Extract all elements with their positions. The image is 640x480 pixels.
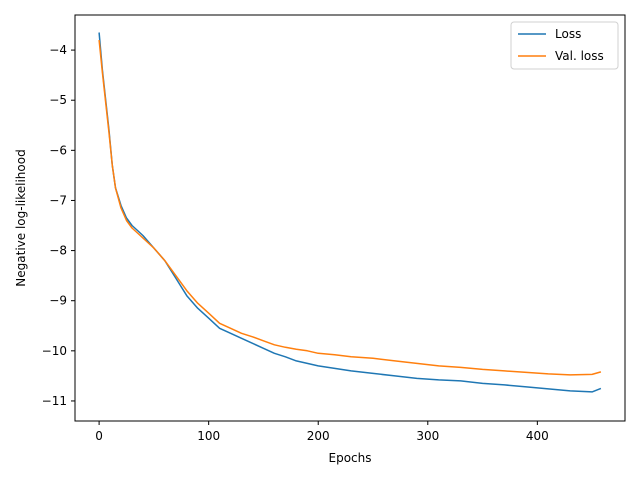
y-tick-label: −9 bbox=[49, 294, 67, 308]
x-tick-label: 400 bbox=[526, 429, 549, 443]
plot-lines bbox=[98, 32, 602, 393]
y-tick-label: −8 bbox=[49, 244, 67, 258]
y-tick-label: −5 bbox=[49, 93, 67, 107]
y-axis: −4 −5 −6 −7 −8 −9 −10 −11 bbox=[42, 43, 75, 408]
legend-label-val-loss: Val. loss bbox=[555, 49, 604, 63]
series-line-loss bbox=[98, 32, 602, 393]
y-tick-label: −7 bbox=[49, 193, 67, 207]
series-line-val-loss bbox=[98, 40, 602, 376]
x-tick-label: 0 bbox=[95, 429, 103, 443]
y-tick-label: −11 bbox=[42, 394, 67, 408]
legend: Loss Val. loss bbox=[510, 21, 619, 70]
y-tick-label: −10 bbox=[42, 344, 67, 358]
y-tick-label: −6 bbox=[49, 143, 67, 157]
x-tick-label: 200 bbox=[307, 429, 330, 443]
x-tick-label: 100 bbox=[197, 429, 220, 443]
y-axis-label: Negative log-likelihood bbox=[14, 149, 28, 286]
plot-area-frame bbox=[74, 14, 626, 422]
legend-label-loss: Loss bbox=[555, 27, 581, 41]
x-tick-label: 300 bbox=[416, 429, 439, 443]
x-axis: 0 100 200 300 400 bbox=[95, 421, 549, 443]
x-axis-label: Epochs bbox=[329, 451, 372, 465]
y-tick-label: −4 bbox=[49, 43, 67, 57]
